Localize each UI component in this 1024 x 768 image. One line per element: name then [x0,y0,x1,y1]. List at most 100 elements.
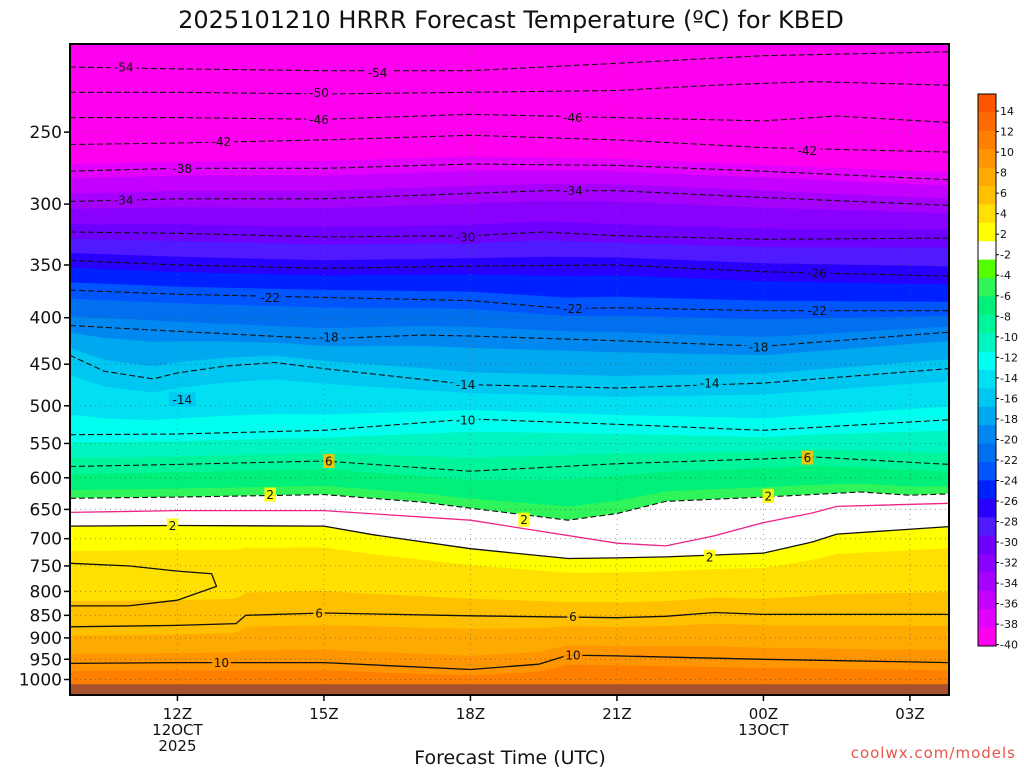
isotherm-lines [70,51,949,671]
colorbar-swatch [978,517,996,536]
contour-label: -34 [563,184,583,198]
colorbar-swatch [978,167,996,187]
y-tick-label: 850 [30,606,62,626]
grid-lines [70,44,949,695]
colorbar-label: -8 [1000,310,1011,323]
contour-label: -22 [807,304,827,318]
colorbar-label: -34 [1000,577,1018,590]
isotherm-line [70,190,949,206]
colorbar-label: -28 [1000,516,1018,529]
colorbar-label: -22 [1000,454,1018,467]
contour-label: 6 [804,451,812,465]
isotherm-line [70,113,949,124]
colorbar-label: -24 [1000,474,1018,487]
colorbar-swatch [978,554,996,573]
y-tick-label: 400 [30,309,62,329]
colorbar-swatch [978,406,996,426]
y-tick-label: 550 [30,434,62,454]
colorbar-swatch [978,314,996,334]
colorbar-swatch [978,333,996,352]
colorbar-label: 2 [1000,228,1007,241]
contour-label: -14 [456,378,476,392]
contour-label-bg [518,512,530,527]
contour-label: -46 [309,113,329,127]
contour-label: 6 [569,610,577,624]
colorbar-swatch [978,462,996,481]
contour-label-bg [110,193,137,208]
isotherm-line [70,562,218,607]
contour-label: -22 [260,291,280,305]
contour-label: 2 [266,488,274,502]
colorbar-swatch [978,443,996,463]
contour-label-bg [305,112,333,127]
pressure-axis: 250 300 350 400 450 500 550 600 650 700 750 800 850 9… [19,123,70,691]
contour-label: -38 [173,162,193,176]
contour-label: -34 [114,194,134,208]
contour-labels: -54 -54 -50 -46 -46 -42 -42 -38 -34 -34 -30 -26 -22 -… [110,60,831,670]
isotherm-line [70,354,949,389]
contour-label-bg [794,143,821,158]
colorbar-swatch [978,535,996,555]
colorbar-swatch [978,204,996,224]
contour-label-bg [696,376,723,391]
contour-label: 6 [325,454,333,468]
contour-label-bg [211,655,231,670]
contour-label: -14 [700,377,720,391]
colorbar-swatch [978,149,996,168]
colorbar-swatch [978,498,996,518]
x-tick-label: 00Z [749,705,778,723]
colorbar-swatch [978,609,996,628]
surface-band [70,684,949,695]
contour-label: 2 [764,489,772,503]
isotherm-line [70,324,949,347]
colorbar-label: 8 [1000,167,1007,180]
colorbar-label: -18 [1000,413,1018,426]
contour-label: 2 [706,550,714,564]
isotherm-line [70,491,949,521]
contour-label: -22 [563,302,583,316]
colorbar-swatch [978,94,996,113]
plot-frame [69,43,950,696]
contour-label: -18 [319,330,339,344]
colorbar-swatch [978,296,996,316]
y-tick-label: 900 [30,629,62,649]
y-tick-label: 950 [30,650,62,670]
colorbar-swatch [978,241,996,260]
x-tick-label: 03Z [895,705,924,723]
colorbar-swatch [978,388,996,408]
chart-title: 2025101210 HRRR Forecast Temperature (ºC… [178,6,844,34]
isotherm-line [70,259,949,277]
contour-label-bg [803,303,831,318]
x-tick-label: 18Z [456,705,485,723]
colorbar-label: -2 [1000,249,1011,262]
x-tick-label: 15Z [309,705,338,723]
contour-label: 2 [520,513,528,527]
colorbar-swatch [978,112,996,132]
colorbar-label: -12 [1000,351,1018,364]
x-tick-label: 21Z [602,705,631,723]
y-tick-label: 1000 [19,671,62,691]
colorbar-label: 12 [1000,126,1014,139]
colorbar-swatch [978,572,996,592]
x-tick-label: 2025 [158,737,196,755]
colorbar-label: -16 [1000,392,1018,405]
contour-label: -54 [114,61,134,75]
colorbar-label: -14 [1000,372,1018,385]
contour-label-bg [801,450,814,465]
contour-label-bg [313,606,325,621]
colorbar-label: -36 [1000,598,1018,611]
colorbar-legend: 14 12 10 8 6 4 2 -2 -4 -6 -8 -10 -12 -14 -16 -18 -20 -22 -… [977,93,1018,652]
contour-label-bg [305,85,333,100]
contour-label: 10 [214,656,229,670]
contour-label: -14 [173,393,193,407]
y-tick-label: 350 [30,256,62,276]
colorbar-label: -20 [1000,433,1018,446]
isotherm-line [70,134,949,153]
colorbar-swatch [978,130,996,150]
x-axis-label: Forecast Time (UTC) [414,747,605,768]
contour-label-bg [169,161,196,176]
contour-label: 2 [169,519,177,533]
colorbar-label: -4 [1000,269,1011,282]
